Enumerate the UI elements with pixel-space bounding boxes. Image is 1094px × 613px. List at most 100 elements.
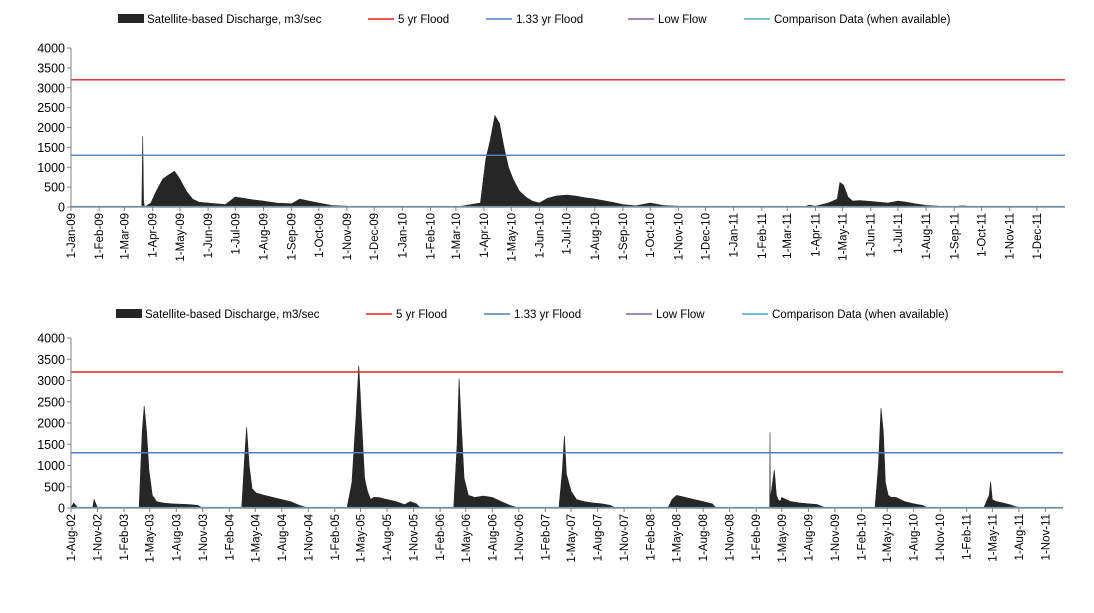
y-tick-label: 2000: [37, 121, 65, 135]
x-tick-label: 1-Nov-02: [93, 514, 105, 561]
y-tick-label: 4000: [37, 42, 65, 56]
y-tick-label: 0: [58, 502, 65, 516]
x-tick-label: 1-May-08: [672, 514, 684, 563]
x-tick-label: 1-Sep-10: [618, 213, 630, 260]
x-tick-label: 1-Feb-08: [646, 514, 658, 561]
x-tick-label: 1-May-11: [987, 514, 999, 562]
y-tick-label: 1500: [37, 141, 65, 155]
x-tick-label: 1-Aug-04: [277, 513, 289, 561]
y-tick-label: 2500: [37, 101, 65, 115]
x-tick-label: 1-Jan-09: [66, 213, 78, 258]
y-tick-label: 1500: [37, 438, 65, 452]
legend-discharge-label: Satellite-based Discharge, m3/sec: [147, 14, 322, 26]
x-tick-label: 1-May-03: [145, 514, 157, 563]
x-tick-label: 1-Aug-10: [909, 514, 921, 561]
x-tick-label: 1-Nov-07: [619, 514, 631, 561]
x-tick-label: 1-Aug-06: [487, 514, 499, 561]
x-tick-label: 1-Sep-11: [949, 213, 961, 259]
legend-top: Satellite-based Discharge, m3/sec 5 yr F…: [118, 14, 951, 26]
x-tick-label: 1-Mar-11: [782, 213, 794, 259]
legend-lowflow-label: Low Flow: [656, 309, 705, 321]
x-tick-label: 1-Sep-09: [287, 213, 299, 260]
x-tick-label: 1-Nov-06: [514, 514, 526, 561]
x-tick-label: 1-Feb-11: [757, 213, 769, 259]
x-tick-label: 1-Feb-07: [540, 514, 552, 561]
x-tick-label: 1-May-10: [882, 514, 894, 563]
x-tick-label: 1-Dec-09: [369, 213, 381, 260]
legend-comparison-label: Comparison Data (when available): [774, 14, 951, 26]
x-tick-label: 1-May-10: [506, 213, 518, 262]
x-tick-label: 1-Nov-05: [409, 514, 421, 561]
discharge-area: [70, 365, 1063, 509]
x-tick-label: 1-Oct-11: [976, 213, 988, 257]
x-tick-label: 1-Nov-11: [1040, 514, 1052, 560]
discharge-area: [71, 114, 1065, 208]
x-tick-label: 1-Jun-10: [534, 213, 546, 258]
x-tick-label: 1-Apr-11: [810, 213, 822, 257]
x-tick-label: 1-Jul-11: [893, 213, 905, 254]
x-tick-label: 1-Apr-09: [148, 213, 160, 258]
legend-flood133-label: 1.33 yr Flood: [514, 309, 581, 321]
x-tick-label: 1-Aug-02: [66, 514, 78, 561]
x-tick-label: 1-Mar-10: [451, 213, 463, 260]
x-tick-label: 1-Jul-09: [230, 213, 242, 255]
x-tick-label: 1-May-11: [838, 213, 850, 261]
y-tick-label: 2000: [37, 417, 65, 431]
x-tick-label: 1-Aug-11: [1014, 514, 1026, 560]
y-tick-label: 500: [44, 480, 65, 494]
x-tick-label: 1-May-09: [777, 514, 789, 563]
x-tick-label: 1-Jun-09: [203, 213, 215, 258]
x-tick-label: 1-Aug-09: [803, 514, 815, 561]
legend-discharge-label: Satellite-based Discharge, m3/sec: [145, 309, 320, 321]
legend-comparison-label: Comparison Data (when available): [772, 309, 949, 321]
x-tick-label: 1-May-06: [461, 514, 473, 563]
x-tick-label: 1-May-07: [566, 514, 578, 563]
x-tick-label: 1-Nov-03: [198, 514, 210, 561]
x-tick-label: 1-Aug-10: [590, 213, 602, 260]
x-tick-label: 1-Feb-09: [94, 213, 106, 260]
x-tick-label: 1-Feb-03: [119, 514, 131, 561]
y-tick-label: 500: [44, 181, 65, 195]
x-tick-label: 1-Nov-08: [725, 514, 737, 561]
x-tick-label: 1-Feb-09: [751, 514, 763, 561]
x-tick-label: 1-May-05: [356, 514, 368, 563]
x-tick-label: 1-Dec-10: [701, 213, 713, 260]
x-tick-label: 1-Nov-11: [1005, 213, 1017, 259]
x-tick-label: 1-Mar-09: [120, 213, 132, 260]
y-tick-label: 3500: [37, 353, 65, 367]
x-tick-label: 1-Jun-11: [866, 213, 878, 258]
x-tick-label: 1-Jan-10: [397, 213, 409, 258]
x-tick-label: 1-Aug-03: [171, 514, 183, 561]
legend-discharge-swatch: [116, 309, 142, 318]
x-tick-label: 1-Feb-10: [856, 514, 868, 561]
legend-discharge-swatch: [118, 14, 144, 23]
x-tick-label: 1-Aug-05: [382, 514, 394, 561]
x-tick-label: 1-Feb-11: [962, 514, 974, 560]
x-tick-label: 1-Feb-06: [435, 514, 447, 561]
y-tick-label: 3000: [37, 374, 65, 388]
x-tick-label: 1-Feb-04: [224, 513, 236, 560]
x-tick-label: 1-Jan-11: [729, 213, 741, 258]
x-tick-label: 1-Oct-09: [314, 213, 326, 258]
x-tick-label: 1-Nov-04: [303, 513, 315, 561]
x-tick-label: 1-Nov-09: [342, 213, 354, 260]
chart-bottom: 0 500 1000 1500 2000 2500 3000 3500 4000 1-Aug-02…: [37, 332, 1063, 563]
x-tick-label: 1-Aug-08: [698, 514, 710, 561]
x-tick-label: 1-Aug-09: [258, 213, 270, 260]
legend-flood133-label: 1.33 yr Flood: [516, 14, 583, 26]
x-tick-label: 1-Feb-10: [425, 213, 437, 260]
legend-bottom: Satellite-based Discharge, m3/sec 5 yr F…: [116, 309, 949, 321]
x-tick-label: 1-Jul-10: [562, 213, 574, 255]
x-tick-label: 1-Aug-11: [921, 213, 933, 259]
x-tick-label: 1-Feb-05: [330, 514, 342, 561]
x-tick-label: 1-Nov-09: [830, 514, 842, 561]
x-tick-label: 1-Aug-07: [593, 514, 605, 561]
chart-top: 0 500 1000 1500 2000 2500 3000 3500 4000 1-Jan-09…: [37, 42, 1065, 262]
x-tick-label: 1-Apr-10: [479, 213, 491, 258]
x-tick-label: 1-May-09: [175, 213, 187, 262]
y-tick-label: 1000: [37, 459, 65, 473]
y-tick-label: 1000: [37, 161, 65, 175]
x-tick-label: 1-Dec-11: [1032, 213, 1044, 259]
